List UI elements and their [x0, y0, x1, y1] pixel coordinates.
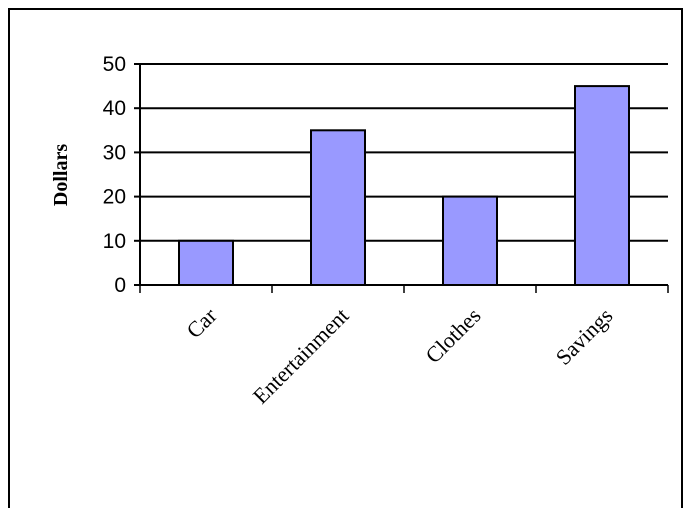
y-tick-label: 20: [103, 186, 126, 209]
y-tick-label: 40: [103, 97, 126, 120]
x-category-label: Savings: [551, 303, 618, 370]
y-tick-label: 10: [103, 230, 126, 253]
bar-car: [178, 239, 234, 287]
axes: [134, 63, 669, 293]
x-category-label: Entertainment: [248, 303, 354, 409]
y-tick-label: 50: [103, 53, 126, 76]
bar-savings: [574, 85, 630, 286]
bar-clothes: [442, 195, 498, 287]
bars: [178, 85, 630, 287]
y-tick-labels: 0 10 20 30 40 50: [103, 53, 126, 297]
x-category-label: Car: [181, 302, 222, 343]
y-tick-label: 0: [114, 274, 126, 297]
x-category-labels: Car Entertainment Clothes Savings: [181, 302, 617, 408]
y-tick-label: 30: [103, 141, 126, 164]
y-axis-title: Dollars: [50, 144, 72, 206]
x-category-label: Clothes: [420, 303, 485, 368]
bar-entertainment: [310, 129, 366, 286]
